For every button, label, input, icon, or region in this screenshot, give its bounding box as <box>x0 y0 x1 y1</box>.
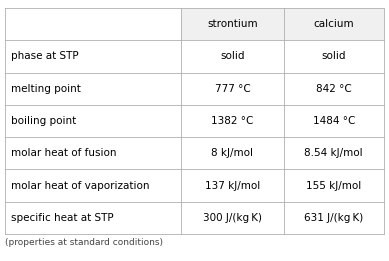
Text: solid: solid <box>322 51 346 61</box>
Text: 155 kJ/mol: 155 kJ/mol <box>306 181 361 191</box>
Text: 842 °C: 842 °C <box>316 84 352 94</box>
Text: calcium: calcium <box>314 19 354 29</box>
Text: 777 °C: 777 °C <box>214 84 250 94</box>
Text: 8 kJ/mol: 8 kJ/mol <box>211 148 253 158</box>
Text: boiling point: boiling point <box>11 116 76 126</box>
Text: molar heat of fusion: molar heat of fusion <box>11 148 116 158</box>
Text: molar heat of vaporization: molar heat of vaporization <box>11 181 149 191</box>
Text: phase at STP: phase at STP <box>11 51 79 61</box>
Text: strontium: strontium <box>207 19 258 29</box>
Text: 137 kJ/mol: 137 kJ/mol <box>205 181 260 191</box>
Text: 1382 °C: 1382 °C <box>211 116 254 126</box>
Text: 1484 °C: 1484 °C <box>313 116 355 126</box>
Text: 300 J/(kg K): 300 J/(kg K) <box>203 213 262 223</box>
Bar <box>181 8 284 40</box>
Text: 8.54 kJ/mol: 8.54 kJ/mol <box>305 148 363 158</box>
Text: specific heat at STP: specific heat at STP <box>11 213 114 223</box>
Bar <box>284 8 384 40</box>
Text: 631 J/(kg K): 631 J/(kg K) <box>304 213 363 223</box>
Text: solid: solid <box>220 51 245 61</box>
Text: (properties at standard conditions): (properties at standard conditions) <box>5 238 163 247</box>
Text: melting point: melting point <box>11 84 81 94</box>
